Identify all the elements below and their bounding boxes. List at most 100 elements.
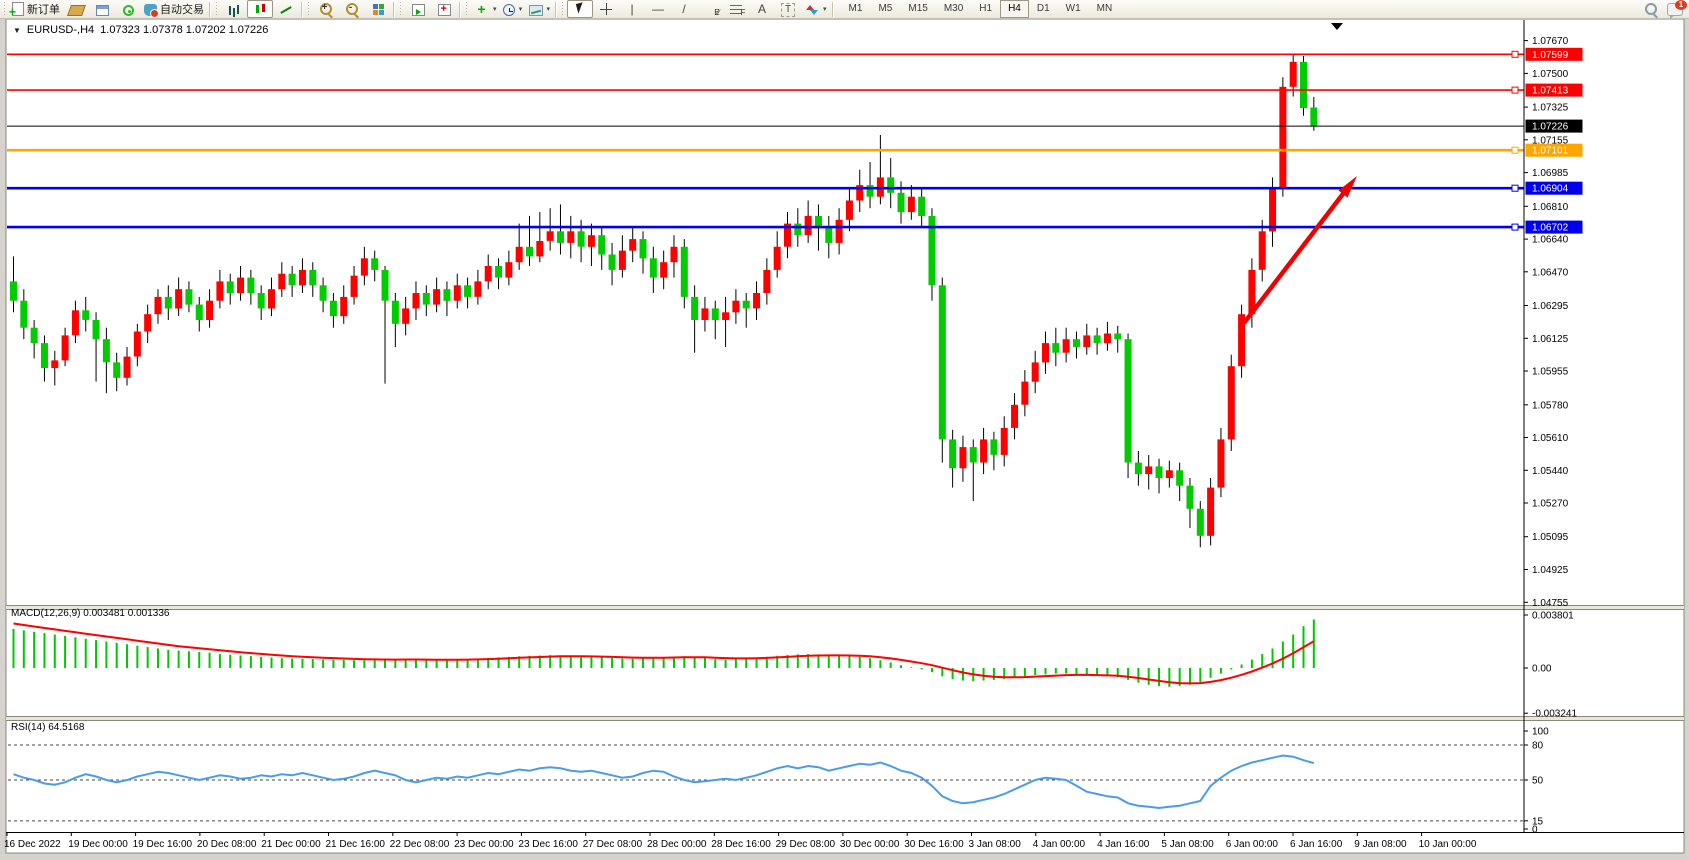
svg-text:1.04925: 1.04925 — [1532, 565, 1569, 576]
toolbar-separator — [393, 1, 394, 17]
vertical-line-icon: | — [630, 1, 634, 16]
timeframe-M30[interactable]: M30 — [943, 3, 964, 14]
candlestick-chart-button[interactable] — [247, 0, 273, 18]
zoom-out-icon: - — [345, 2, 360, 17]
svg-text:1.05270: 1.05270 — [1532, 499, 1569, 510]
notifications-icon[interactable]: 1 — [1667, 0, 1687, 19]
crosshair-tool[interactable] — [593, 0, 619, 18]
tile-windows-icon — [371, 2, 386, 17]
zoom-in-button[interactable]: + — [313, 0, 339, 18]
trendline-tool[interactable]: / — [671, 0, 697, 18]
svg-text:-0.003241: -0.003241 — [1532, 709, 1577, 720]
chart-shift-marker[interactable] — [1331, 23, 1343, 30]
svg-text:10 Jan 00:00: 10 Jan 00:00 — [1419, 839, 1477, 850]
zoom-in-icon: + — [319, 2, 334, 17]
timeframe-H1[interactable]: H1 — [979, 3, 993, 14]
svg-text:4 Jan 00:00: 4 Jan 00:00 — [1033, 839, 1086, 850]
svg-text:1.05780: 1.05780 — [1532, 400, 1569, 411]
svg-text:1.05095: 1.05095 — [1532, 532, 1569, 543]
svg-text:1.06702: 1.06702 — [1532, 223, 1569, 234]
toolbar-drag-handle[interactable] — [214, 2, 219, 16]
svg-text:6 Jan 00:00: 6 Jan 00:00 — [1226, 839, 1279, 850]
auto-trading-button[interactable]: 自动交易 — [141, 0, 207, 18]
arrows-tool[interactable]: ▾ — [801, 0, 830, 18]
equidistant-channel-icon: ∕∕ E — [714, 7, 720, 17]
toolbar-separator — [555, 1, 557, 17]
toolbar-drag-handle[interactable] — [464, 2, 469, 16]
timeframe-H4[interactable]: H4 — [1000, 0, 1029, 18]
chart-title: ▼ EURUSD-,H4 1.07323 1.07378 1.07202 1.0… — [13, 24, 268, 36]
timeframe-W1[interactable]: W1 — [1065, 3, 1081, 14]
svg-text:100: 100 — [1532, 727, 1549, 738]
svg-text:1.07101: 1.07101 — [1532, 146, 1569, 157]
zoom-out-button[interactable]: - — [339, 0, 365, 18]
vertical-line-tool[interactable]: | — [619, 0, 645, 18]
line-handle[interactable] — [1511, 146, 1519, 154]
templates-dropdown[interactable]: ▾ — [526, 0, 554, 18]
toolbar-drag-handle[interactable] — [560, 2, 566, 16]
add-indicator-dropdown[interactable]: + ▾ — [471, 0, 500, 18]
crosshair-icon — [599, 2, 614, 17]
text-tool[interactable]: A — [749, 0, 775, 18]
equidistant-channel-tool[interactable]: ∕∕ E — [697, 0, 723, 18]
svg-text:1.07500: 1.07500 — [1532, 69, 1569, 80]
horizontal-line-tool[interactable]: — — [645, 0, 671, 18]
timeframe-D1[interactable]: D1 — [1036, 3, 1050, 14]
svg-text:1.07599: 1.07599 — [1532, 50, 1569, 61]
svg-text:22 Dec 08:00: 22 Dec 08:00 — [390, 839, 450, 850]
svg-text:21 Dec 00:00: 21 Dec 00:00 — [261, 839, 321, 850]
svg-text:0.00: 0.00 — [1532, 664, 1552, 675]
svg-text:1.05610: 1.05610 — [1532, 433, 1569, 444]
svg-text:1.06810: 1.06810 — [1532, 202, 1569, 213]
timeframe-M1[interactable]: M1 — [848, 3, 863, 14]
line-chart-button[interactable] — [273, 0, 299, 18]
cursor-tool[interactable] — [567, 0, 594, 18]
line-handle[interactable] — [1511, 223, 1519, 231]
timeframe-M15[interactable]: M15 — [908, 3, 928, 14]
text-label-tool[interactable]: T — [775, 0, 801, 18]
chart-menu-icon[interactable]: ▼ — [13, 25, 21, 35]
line-handle[interactable] — [1511, 184, 1519, 192]
svg-text:0: 0 — [1532, 825, 1538, 836]
signals-icon — [122, 4, 134, 16]
line-handle[interactable] — [1511, 50, 1519, 58]
notification-badge: 1 — [1675, 0, 1687, 10]
new-order-button[interactable]: 新订单 — [9, 0, 63, 20]
trend-arrow[interactable] — [1242, 176, 1357, 325]
svg-text:1.05955: 1.05955 — [1532, 367, 1569, 378]
chart-window-button[interactable] — [89, 0, 115, 18]
rsi-axis-labels: 100 80 50 150 — [1524, 727, 1549, 836]
svg-text:23 Dec 00:00: 23 Dec 00:00 — [454, 839, 514, 850]
price-tags: 1.07599 1.07413 1.07226 1.07101 1.06904 1.067… — [1525, 47, 1583, 234]
time-axis-labels: 16 Dec 2022 19 Dec 00:00 19 Dec 16:00 20 De… — [4, 832, 1477, 850]
search-icon[interactable] — [1644, 2, 1659, 17]
cursor-icon — [573, 2, 588, 17]
bar-chart-button[interactable] — [221, 0, 247, 18]
toolbar-separator — [301, 1, 302, 17]
indicators-window-button[interactable] — [431, 0, 457, 18]
signals-button[interactable] — [115, 0, 141, 18]
toolbar-drag-handle[interactable] — [306, 2, 311, 16]
chart-ohlc-values: 1.07323 1.07378 1.07202 1.07226 — [100, 24, 269, 36]
toolbar-drag-handle[interactable] — [2, 2, 7, 16]
indicators-separate-button[interactable] — [405, 0, 431, 18]
eraser-button[interactable] — [63, 0, 89, 18]
svg-text:1.06904: 1.06904 — [1532, 184, 1569, 195]
timeframe-MN[interactable]: MN — [1096, 3, 1113, 14]
svg-text:19 Dec 00:00: 19 Dec 00:00 — [68, 839, 128, 850]
fibonacci-tool[interactable]: F — [723, 0, 749, 18]
svg-text:1.07325: 1.07325 — [1532, 103, 1569, 114]
svg-text:4 Jan 16:00: 4 Jan 16:00 — [1097, 839, 1150, 850]
periods-dropdown[interactable]: ▾ — [500, 0, 526, 18]
toolbar-drag-handle[interactable] — [398, 2, 403, 16]
timeframe-M5[interactable]: M5 — [878, 3, 893, 14]
rsi-indicator-label: RSI(14) 64.5168 — [11, 722, 85, 733]
rsi-line — [13, 754, 1315, 810]
svg-text:1.07413: 1.07413 — [1532, 86, 1569, 97]
macd-indicator-label: MACD(12,26,9) 0.003481 0.001336 — [11, 608, 170, 619]
tile-windows-button[interactable] — [365, 0, 391, 18]
line-handle[interactable] — [1511, 86, 1519, 94]
add-indicator-icon: + — [477, 0, 486, 17]
